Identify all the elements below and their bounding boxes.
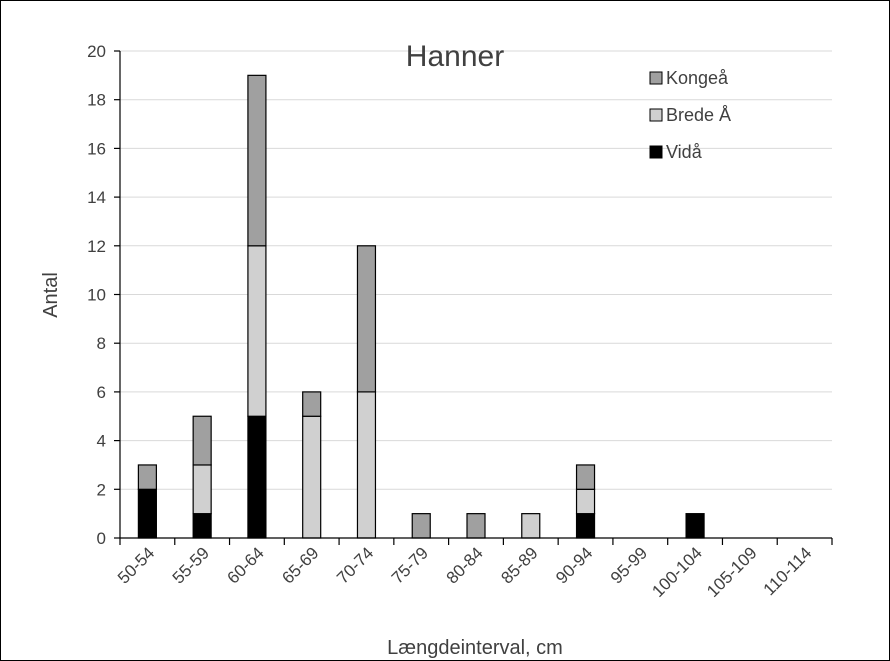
legend-label: Brede Å	[666, 105, 731, 125]
x-tick-label: 85-89	[497, 543, 541, 587]
bar-segment	[137, 488, 157, 539]
bar-segment	[192, 415, 212, 466]
legend: Kongeå Brede Å Vidå	[649, 68, 731, 162]
bar-segment	[247, 245, 267, 417]
y-tick-label: 8	[97, 334, 106, 353]
bar-segment	[192, 513, 212, 539]
bar-segment	[575, 464, 596, 490]
y-tick-label: 6	[97, 383, 106, 402]
x-tick-label: 90-94	[552, 543, 596, 587]
bar-segment	[247, 415, 267, 539]
y-tick-label: 16	[87, 139, 106, 158]
legend-swatch	[649, 71, 663, 85]
y-tick-label: 2	[97, 480, 106, 499]
legend-swatch	[649, 145, 663, 159]
x-tick-label: 65-69	[278, 543, 322, 587]
x-tick-label: 60-64	[224, 543, 268, 587]
x-tick-label: 55-59	[169, 543, 213, 587]
x-tick-label: 100-104	[648, 543, 706, 601]
bar-segment	[411, 513, 431, 539]
bar-segment	[466, 513, 486, 539]
x-tick-label: 110-114	[760, 543, 816, 599]
y-tick-label: 20	[87, 42, 106, 61]
x-tick-label: 70-74	[333, 543, 377, 587]
x-tick-label: 95-99	[607, 543, 651, 587]
bar-segment	[356, 245, 377, 393]
axes	[114, 50, 833, 545]
x-tick-label: 50-54	[114, 543, 158, 587]
bar-segment	[685, 513, 705, 539]
x-tick-label: 105-109	[703, 543, 761, 601]
legend-label: Kongeå	[666, 68, 729, 88]
y-axis-title: Antal	[40, 272, 62, 318]
y-tick-label: 12	[87, 237, 106, 256]
gridlines	[120, 50, 832, 490]
y-tick-label: 0	[97, 529, 106, 548]
bar-segment	[575, 513, 596, 539]
bar-segment	[302, 391, 322, 417]
y-tick-label: 14	[87, 188, 106, 207]
bar-segment	[356, 391, 377, 539]
bar-segment	[137, 464, 157, 490]
y-tick-label: 4	[97, 432, 106, 451]
legend-swatch	[649, 108, 663, 122]
bar-segment	[575, 488, 596, 515]
x-tick-labels: 50-54 55-59 60-64 65-69 70-74 75-79 80-84 85-89…	[114, 543, 815, 601]
bar-segment	[247, 74, 267, 247]
x-tick-label: 80-84	[443, 543, 487, 587]
bars	[137, 74, 705, 539]
bar-segment	[302, 415, 322, 539]
x-tick-label: 75-79	[388, 543, 432, 587]
y-tick-label: 18	[87, 91, 106, 110]
chart-title: Hanner	[406, 40, 504, 73]
x-axis-title: Længdeinterval, cm	[387, 637, 563, 659]
bar-segment	[192, 464, 212, 515]
legend-label: Vidå	[666, 142, 703, 162]
y-tick-label: 10	[87, 286, 106, 305]
bar-segment	[521, 513, 541, 539]
y-tick-labels: 0 2 4 6 8 10 12 14 16 18 20	[87, 42, 106, 548]
